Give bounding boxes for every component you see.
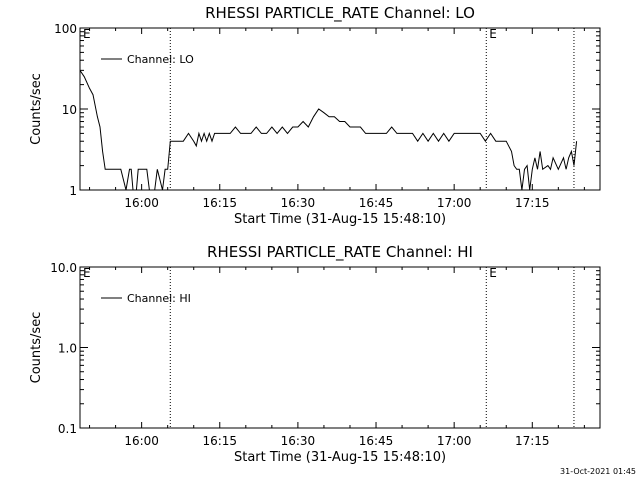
y-tick-label: 10 [62,103,77,117]
y-axis-label: Counts/sec [29,73,44,145]
x-tick-label: 16:00 [124,434,159,448]
y-tick-label: 1 [69,184,77,198]
x-tick-label: 16:00 [124,196,159,210]
legend-label: Channel: LO [127,53,194,66]
y-axis-label: Counts/sec [29,312,44,384]
y-tick-label: 0.1 [58,422,77,436]
event-marker-label: E [83,27,91,41]
x-axis-label: Start Time (31-Aug-15 15:48:10) [234,212,446,227]
panel-lo: RHESSI PARTICLE_RATE Channel: LO 16:00 16:… [29,4,601,227]
event-marker-label: E [83,266,91,280]
x-tick-label: 16:30 [281,434,316,448]
y-tick-label: 10.0 [50,261,77,275]
y-tick-label: 100 [54,22,77,36]
footer-timestamp: 31-Oct-2021 01:45 [560,467,636,476]
x-tick-label: 16:30 [281,196,316,210]
x-tick-label: 16:15 [202,196,237,210]
x-tick-label: 17:00 [437,196,472,210]
event-marker-label: E [489,27,497,41]
event-marker-label: E [489,266,497,280]
x-tick-label: 17:15 [515,434,550,448]
x-tick-label: 16:45 [359,434,394,448]
x-tick-label: 16:15 [202,434,237,448]
x-tick-label: 17:00 [437,434,472,448]
chart-title: RHESSI PARTICLE_RATE Channel: LO [205,4,475,23]
legend-label: Channel: HI [127,292,191,305]
series-line [79,70,578,191]
y-tick-label: 1.0 [58,342,77,356]
x-tick-label: 16:45 [359,196,394,210]
chart-title: RHESSI PARTICLE_RATE Channel: HI [207,243,473,262]
plot-frame [79,27,601,191]
plot-frame [79,266,601,429]
x-tick-label: 17:15 [515,196,550,210]
panel-hi: RHESSI PARTICLE_RATE Channel: HI 16:00 16:… [29,243,601,465]
x-axis-label: Start Time (31-Aug-15 15:48:10) [234,450,446,465]
